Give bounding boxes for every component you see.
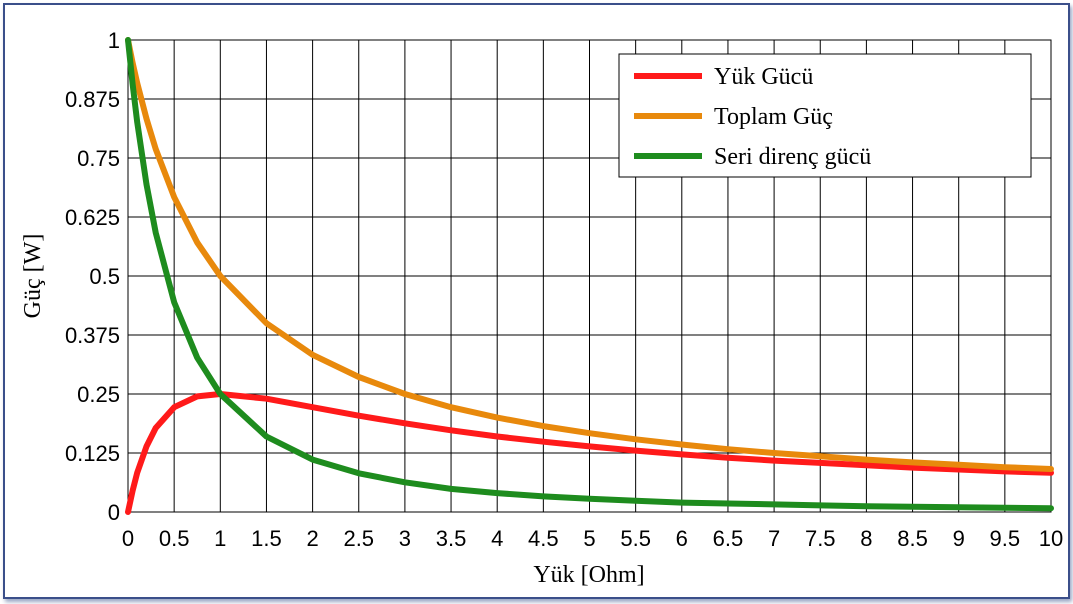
x-axis-label: Yük [Ohm] — [533, 562, 644, 588]
series-line-2 — [125, 37, 1054, 512]
x-tick-label: 1 — [214, 526, 226, 551]
x-tick-label: 8.5 — [897, 526, 928, 551]
y-tick-label: 1 — [108, 28, 120, 53]
x-tick-label: 10 — [1039, 526, 1063, 551]
legend-label-0: Yük Gücü — [714, 64, 813, 90]
y-tick-label: 0.25 — [77, 382, 120, 407]
x-tick-label: 4 — [491, 526, 503, 551]
x-tick-label: 5 — [583, 526, 595, 551]
x-tick-label: 2 — [306, 526, 318, 551]
legend-label-2: Seri direnç gücü — [714, 144, 871, 170]
x-tick-label: 4.5 — [528, 526, 559, 551]
x-tick-label: 5.5 — [620, 526, 651, 551]
x-tick-label: 3.5 — [436, 526, 467, 551]
x-tick-label: 2.5 — [343, 526, 374, 551]
x-tick-label: 7.5 — [805, 526, 836, 551]
x-tick-label: 8 — [860, 526, 872, 551]
x-tick-label: 7 — [768, 526, 780, 551]
y-tick-label: 0.125 — [65, 441, 120, 466]
legend-label-1: Toplam Güç — [714, 104, 833, 130]
x-tick-label: 9.5 — [990, 526, 1021, 551]
y-tick-labels: 0 0.125 0.25 0.375 0.5 0.625 0.75 0.875 1 — [65, 28, 120, 525]
series-lines — [125, 37, 1054, 515]
x-tick-labels: 0 0.5 1 1.5 2 2.5 3 3.5 4 4.5 5 5.5 6 6.5 7 7.5 8 8.5 9 9.5… — [122, 526, 1063, 551]
legend: Yük Gücü Toplam Güç Seri direnç gücü — [618, 53, 1032, 178]
y-tick-label: 0.5 — [89, 264, 120, 289]
x-tick-label: 6.5 — [713, 526, 744, 551]
y-tick-label: 0.625 — [65, 205, 120, 230]
x-tick-label: 3 — [399, 526, 411, 551]
x-tick-label: 0 — [122, 526, 134, 551]
series-line-0 — [125, 391, 1054, 515]
x-tick-label: 6 — [676, 526, 688, 551]
x-tick-label: 0.5 — [159, 526, 190, 551]
y-tick-label: 0.75 — [77, 146, 120, 171]
y-tick-label: 0 — [108, 500, 120, 525]
y-tick-label: 0.875 — [65, 87, 120, 112]
x-tick-label: 9 — [953, 526, 965, 551]
y-tick-label: 0.375 — [65, 323, 120, 348]
series-line-1 — [125, 37, 1054, 472]
y-axis-label: Güç [W] — [20, 234, 46, 319]
x-tick-label: 1.5 — [251, 526, 282, 551]
legend-items: Yük Gücü Toplam Güç Seri direnç gücü — [634, 64, 871, 170]
